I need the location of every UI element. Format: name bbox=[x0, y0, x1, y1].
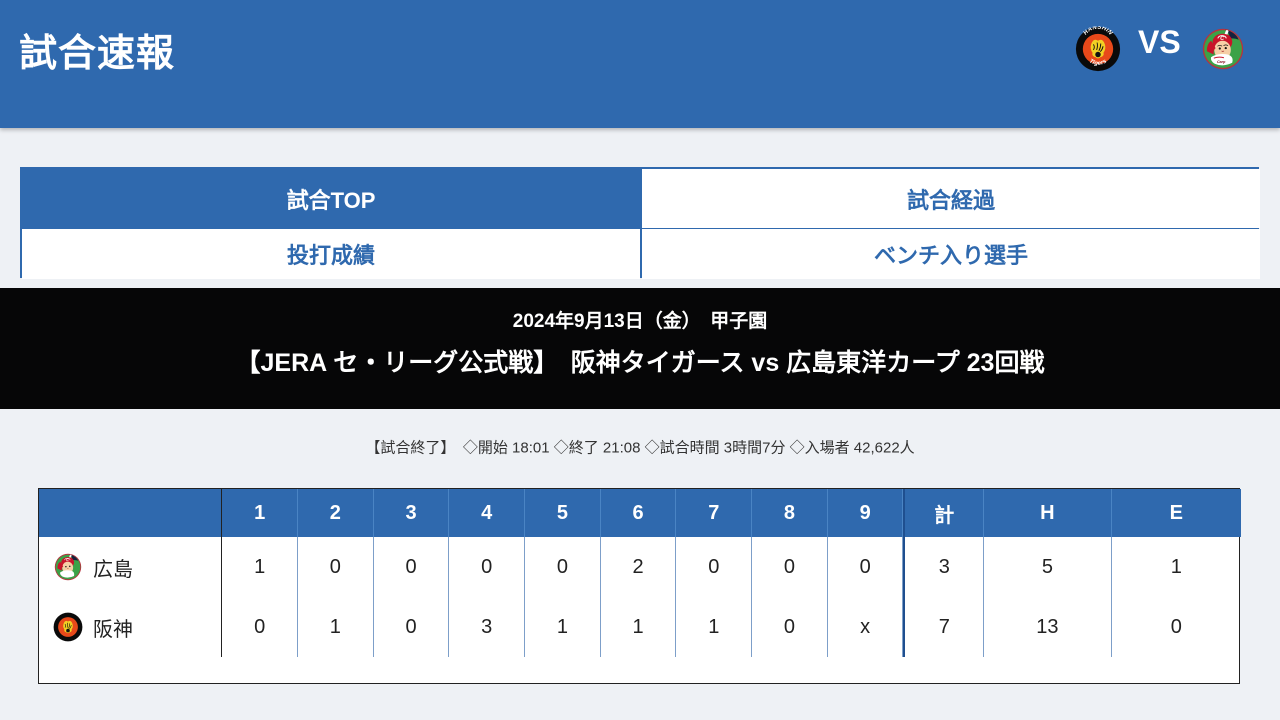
svg-text:C: C bbox=[66, 558, 69, 562]
svg-text:Carp: Carp bbox=[1217, 60, 1226, 64]
